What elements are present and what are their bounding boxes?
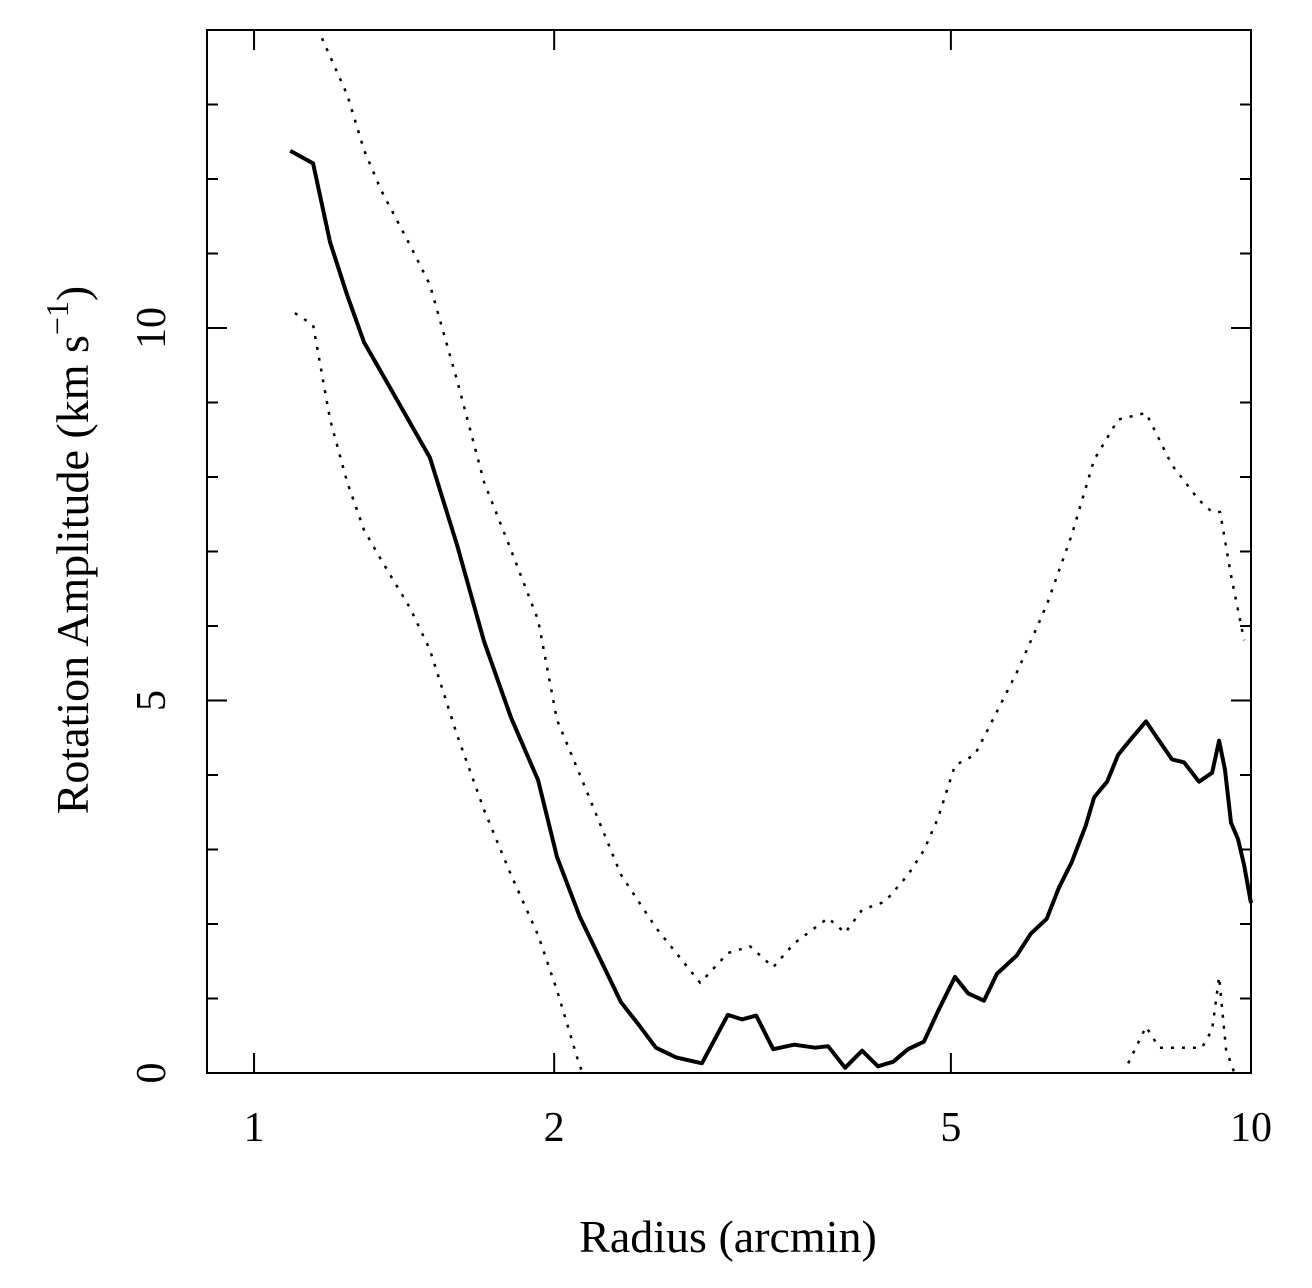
- data-line: [289, 148, 1253, 1070]
- x-axis-label: Radius (arcmin): [579, 1211, 877, 1262]
- x-tick-label: 1: [244, 1105, 265, 1151]
- x-tick-label: 5: [940, 1105, 961, 1151]
- data-line: [320, 37, 1246, 985]
- y-tick-label: 5: [129, 690, 175, 711]
- y-tick-label: 0: [129, 1063, 175, 1084]
- y-axis-label: Rotation Amplitude (km s−1): [39, 286, 98, 815]
- y-axis-label-sup: −1: [39, 301, 75, 335]
- y-tick-label: 10: [129, 307, 175, 349]
- x-tick-label: 2: [544, 1105, 565, 1151]
- data-line: [294, 312, 1236, 1074]
- y-axis-label-end: ): [47, 286, 98, 301]
- plot-frame: [206, 29, 1252, 1074]
- y-axis-label-main: Rotation Amplitude (km s: [47, 335, 98, 814]
- x-tick-label: 10: [1230, 1105, 1272, 1151]
